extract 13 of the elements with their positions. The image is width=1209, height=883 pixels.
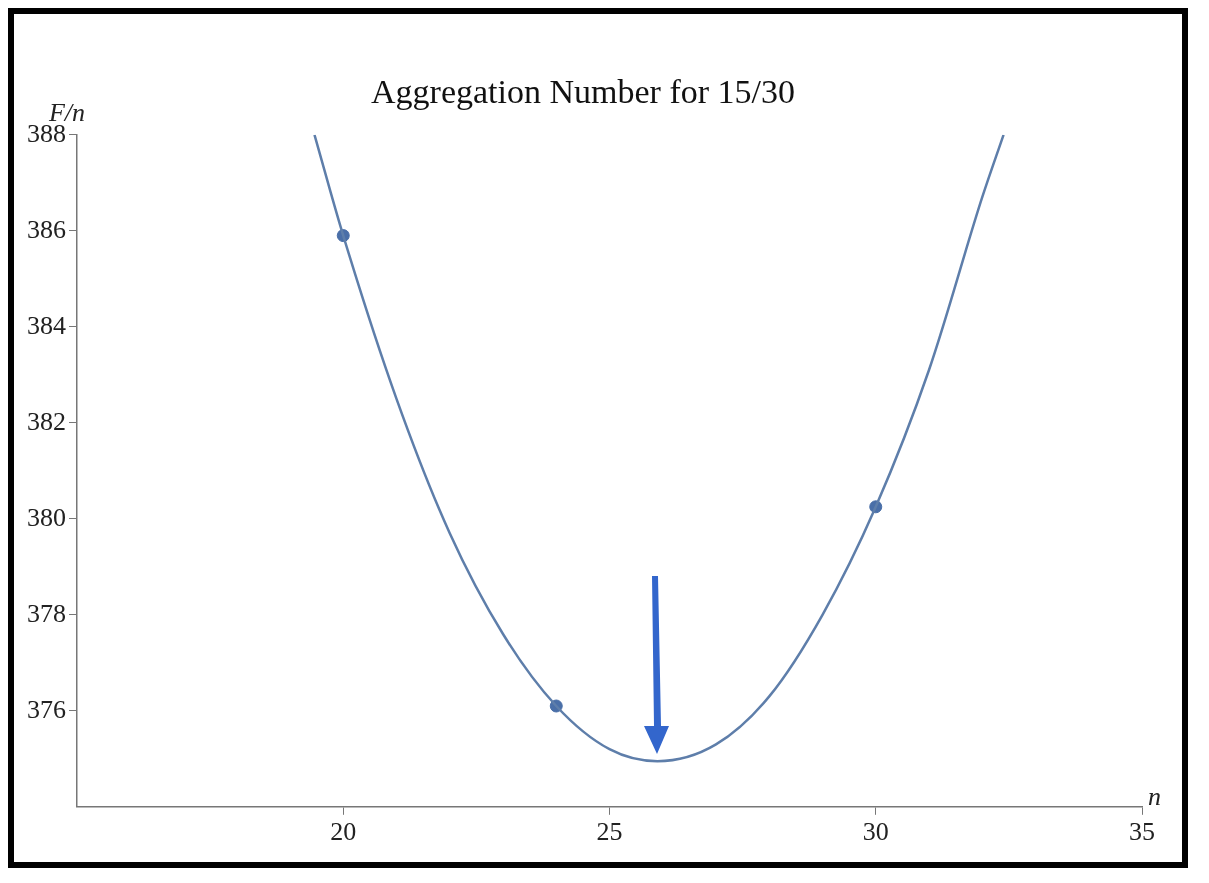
y-tick-label: 376 <box>27 694 66 724</box>
y-tick-label: 378 <box>27 598 66 628</box>
x-tick-label: 25 <box>596 817 623 847</box>
y-tick-label: 382 <box>27 406 66 436</box>
y-tick-label: 384 <box>27 310 66 340</box>
x-axis-title: n <box>1148 781 1161 811</box>
x-tick-label: 20 <box>330 817 357 847</box>
y-tick-label: 386 <box>27 214 66 244</box>
x-tick-label: 35 <box>1129 817 1155 847</box>
chart-title: Aggregation Number for 15/30 <box>371 73 795 111</box>
line-series <box>313 134 1005 763</box>
y-tick-label: 380 <box>27 502 66 532</box>
x-tick-label: 30 <box>862 817 889 847</box>
